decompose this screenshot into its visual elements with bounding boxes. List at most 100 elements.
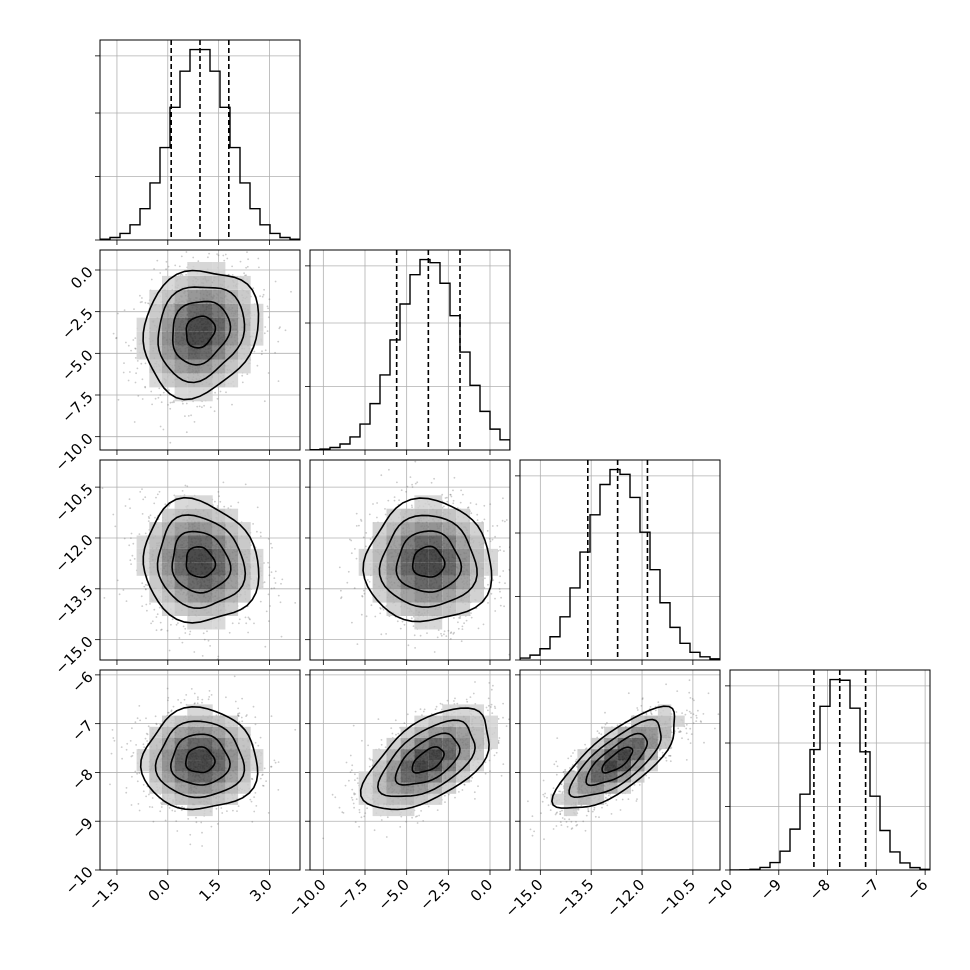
scatter-point bbox=[122, 371, 125, 374]
scatter-point bbox=[433, 651, 436, 653]
scatter-point bbox=[144, 362, 147, 365]
density-cell bbox=[200, 373, 213, 388]
scatter-point bbox=[147, 520, 150, 522]
scatter-point bbox=[256, 506, 259, 509]
scatter-point bbox=[433, 477, 435, 480]
contour-0 bbox=[185, 315, 217, 349]
scatter-point bbox=[168, 504, 171, 507]
scatter-point bbox=[121, 757, 123, 760]
density-cell bbox=[400, 508, 415, 523]
scatter-point bbox=[222, 254, 225, 257]
y-tick-label: −10.5 bbox=[51, 480, 96, 525]
density-cell bbox=[238, 359, 251, 374]
panel-0-0 bbox=[95, 39, 301, 245]
scatter-point bbox=[449, 493, 452, 496]
scatter-point bbox=[452, 633, 455, 635]
scatter-point bbox=[180, 255, 183, 258]
scatter-point bbox=[203, 404, 206, 407]
scatter-point bbox=[187, 230, 189, 232]
scatter-point bbox=[140, 595, 143, 598]
scatter-point bbox=[528, 614, 530, 616]
density-cell bbox=[212, 616, 226, 630]
scatter-point bbox=[132, 339, 135, 341]
scatter-point bbox=[460, 640, 463, 643]
density-cell bbox=[442, 562, 457, 576]
scatter-point bbox=[144, 386, 147, 389]
scatter-point bbox=[115, 337, 117, 340]
panel-content bbox=[100, 460, 300, 660]
scatter-point bbox=[365, 615, 368, 618]
scatter-point bbox=[398, 499, 400, 502]
scatter-point bbox=[261, 350, 263, 353]
scatter-point bbox=[264, 326, 267, 328]
y-tick-label: −7.5 bbox=[58, 388, 96, 426]
scatter-point bbox=[230, 505, 232, 508]
scatter-point bbox=[139, 301, 142, 304]
density-cell bbox=[238, 548, 251, 563]
density-cell bbox=[212, 331, 226, 346]
scatter-point bbox=[488, 538, 491, 540]
scatter-point bbox=[258, 266, 260, 269]
scatter-point bbox=[125, 787, 128, 789]
scatter-point bbox=[182, 625, 185, 628]
scatter-point bbox=[154, 516, 156, 519]
panel-content bbox=[100, 670, 300, 870]
scatter-point bbox=[223, 259, 226, 262]
scatter-point bbox=[144, 301, 147, 304]
scatter-point bbox=[162, 391, 165, 394]
density-cell bbox=[386, 562, 401, 576]
scatter-point bbox=[160, 401, 163, 404]
density-cell bbox=[456, 575, 471, 590]
scatter-point bbox=[168, 649, 171, 652]
density-cell bbox=[386, 575, 401, 590]
scatter-point bbox=[231, 403, 233, 406]
density-cell bbox=[187, 535, 200, 549]
scatter-point bbox=[453, 631, 455, 634]
density-cell bbox=[187, 331, 200, 346]
panel-3-0: −10−9−8−7−6−1.5 0.0 1.5 3.0 bbox=[62, 668, 301, 914]
scatter-point bbox=[238, 622, 240, 625]
scatter-point bbox=[130, 532, 133, 535]
scatter-point bbox=[165, 268, 168, 271]
density-cell bbox=[149, 373, 162, 388]
scatter-point bbox=[437, 629, 440, 631]
axis-frame bbox=[99, 459, 301, 661]
scatter-point bbox=[231, 265, 234, 268]
panel-content bbox=[310, 460, 530, 660]
scatter-point bbox=[206, 630, 208, 633]
density-cell bbox=[212, 548, 226, 563]
scatter-point bbox=[134, 381, 137, 384]
scatter-point bbox=[250, 800, 253, 803]
scatter-point bbox=[253, 622, 255, 625]
scatter-point bbox=[170, 710, 173, 713]
scatter-point bbox=[173, 401, 175, 404]
scatter-point bbox=[279, 601, 282, 604]
scatter-point bbox=[181, 274, 184, 276]
density-cell bbox=[162, 331, 175, 346]
density-cell bbox=[174, 275, 188, 290]
density-cell bbox=[174, 602, 188, 616]
scatter-point bbox=[476, 519, 479, 521]
scatter-point bbox=[358, 524, 360, 527]
scatter-point bbox=[360, 613, 363, 616]
scatter-point bbox=[263, 400, 266, 403]
scatter-point bbox=[274, 570, 277, 573]
scatter-point bbox=[411, 486, 414, 488]
scatter-point bbox=[262, 784, 264, 787]
density-cell bbox=[174, 359, 188, 374]
scatter-point bbox=[494, 597, 496, 600]
scatter-point bbox=[139, 294, 141, 297]
density-cell bbox=[225, 508, 239, 523]
y-tick-label: −12.0 bbox=[51, 531, 96, 576]
scatter-point bbox=[216, 253, 219, 256]
scatter-point bbox=[232, 244, 234, 246]
scatter-point bbox=[457, 627, 460, 630]
scatter-point bbox=[158, 490, 161, 493]
density-cell bbox=[136, 562, 150, 576]
scatter-point bbox=[237, 714, 239, 716]
scatter-point bbox=[201, 655, 204, 657]
density-cell bbox=[400, 589, 415, 603]
scatter-point bbox=[487, 583, 489, 586]
scatter-point bbox=[170, 709, 173, 712]
scatter-point bbox=[494, 535, 496, 538]
